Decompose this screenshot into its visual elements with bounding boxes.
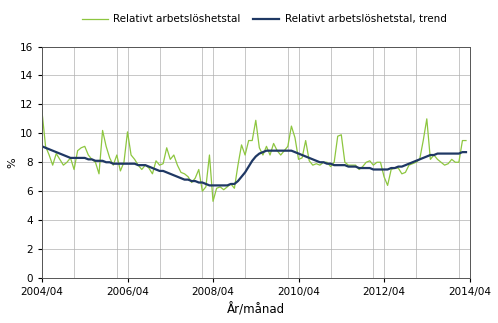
Relativt arbetslöshetstal, trend — [207, 183, 213, 187]
Relativt arbetslöshetstal — [153, 159, 159, 163]
Relativt arbetslöshetstal — [128, 153, 134, 157]
Relativt arbetslöshetstal — [335, 134, 341, 138]
Relativt arbetslöshetstal, trend — [128, 162, 134, 166]
Relativt arbetslöshetstal, trend — [377, 168, 383, 172]
Line: Relativt arbetslöshetstal: Relativt arbetslöshetstal — [42, 112, 466, 201]
Legend: Relativt arbetslöshetstal, Relativt arbetslöshetstal, trend: Relativt arbetslöshetstal, Relativt arbe… — [78, 10, 451, 28]
Relativt arbetslöshetstal — [210, 199, 216, 203]
Relativt arbetslöshetstal, trend — [153, 168, 159, 172]
Relativt arbetslöshetstal, trend — [452, 151, 458, 155]
Relativt arbetslöshetstal, trend — [335, 163, 341, 167]
Line: Relativt arbetslöshetstal, trend: Relativt arbetslöshetstal, trend — [42, 146, 466, 185]
Relativt arbetslöshetstal — [278, 153, 284, 157]
Relativt arbetslöshetstal, trend — [39, 144, 45, 148]
Relativt arbetslöshetstal — [39, 110, 45, 114]
Relativt arbetslöshetstal — [463, 139, 469, 142]
Relativt arbetslöshetstal — [377, 160, 383, 164]
Relativt arbetslöshetstal, trend — [463, 150, 469, 154]
X-axis label: År/månad: År/månad — [227, 303, 285, 316]
Y-axis label: %: % — [7, 157, 17, 168]
Relativt arbetslöshetstal, trend — [278, 149, 284, 152]
Relativt arbetslöshetstal — [452, 160, 458, 164]
